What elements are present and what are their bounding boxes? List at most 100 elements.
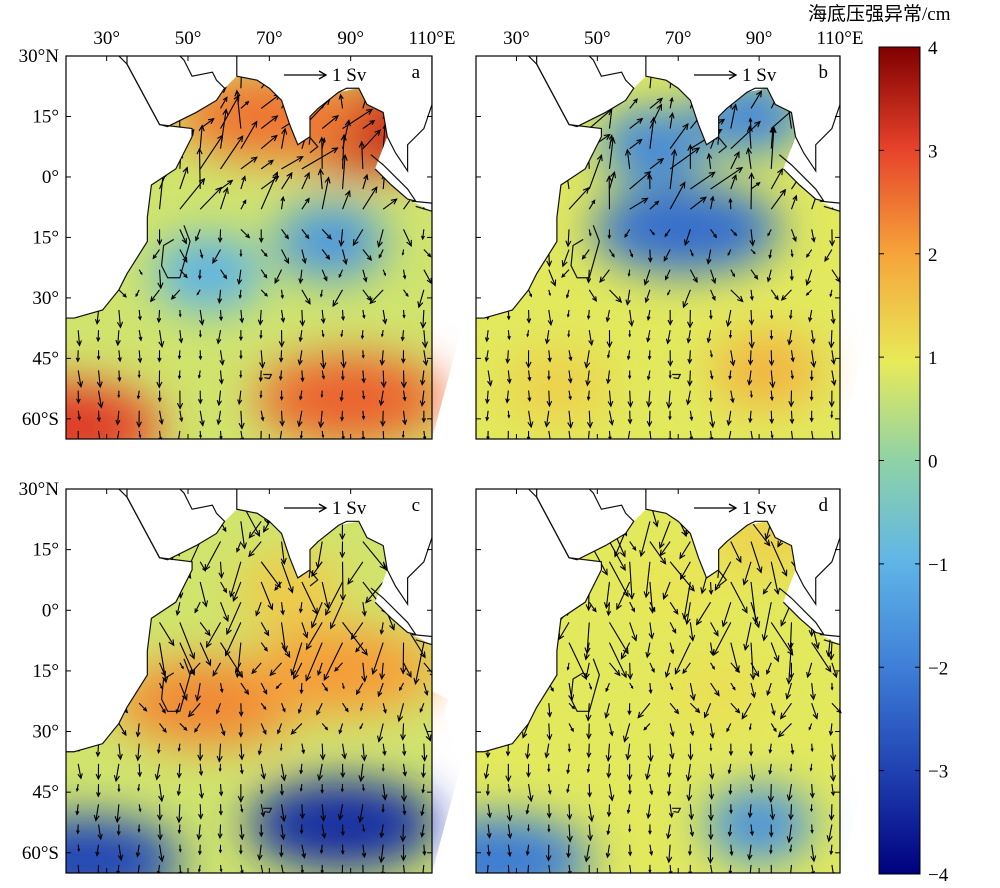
vector: [339, 723, 344, 734]
vector-head: [830, 791, 836, 797]
vector: [93, 509, 100, 524]
coastline-6: [819, 633, 840, 646]
vector-head: [338, 729, 343, 735]
vector-head: [75, 645, 82, 653]
vector: [300, 561, 303, 576]
coastline-2: [645, 56, 840, 173]
vector-head: [550, 279, 557, 287]
vector-head: [606, 772, 612, 779]
vector: [74, 168, 79, 210]
vector: [179, 76, 189, 89]
vector: [378, 229, 384, 247]
vector: [339, 804, 344, 820]
vector: [749, 864, 752, 873]
vector: [528, 410, 532, 428]
vector-head: [729, 809, 733, 815]
vector: [687, 330, 691, 343]
vector-head: [138, 434, 142, 439]
vector: [199, 187, 222, 210]
vector: [295, 541, 303, 561]
vector: [258, 844, 262, 860]
vector: [568, 187, 590, 210]
anomaly-core-2: [723, 98, 780, 135]
vector: [790, 370, 794, 379]
vector-head: [317, 670, 322, 677]
vector: [710, 97, 723, 109]
vector: [195, 229, 201, 241]
vector: [763, 602, 772, 641]
anomaly-core-3: [739, 352, 796, 389]
vector-head: [666, 856, 673, 864]
vector-head: [481, 510, 487, 518]
vector-head: [648, 632, 655, 640]
vector: [528, 622, 536, 639]
vector-head: [681, 612, 689, 621]
vector-head: [651, 668, 655, 673]
vector: [240, 228, 250, 238]
vector-head: [832, 76, 839, 77]
vector-head: [808, 630, 815, 637]
vector: [665, 269, 671, 280]
vector-head: [104, 126, 111, 134]
vector-head: [371, 186, 378, 194]
vector-head: [103, 79, 111, 87]
vector: [689, 622, 694, 641]
vector-head: [120, 543, 128, 551]
vector-head: [115, 276, 120, 282]
vector-head: [628, 334, 632, 338]
vector-head: [568, 396, 572, 401]
vector-head: [566, 667, 570, 671]
vector: [507, 97, 515, 129]
vector: [607, 763, 611, 778]
vector: [629, 844, 631, 856]
vector-head: [526, 279, 532, 286]
vector: [608, 864, 612, 873]
vector-head: [194, 728, 199, 733]
vector-head: [626, 355, 631, 361]
vector: [545, 410, 550, 427]
vector-head: [688, 584, 695, 592]
vector-head: [216, 338, 222, 345]
vector: [321, 723, 328, 730]
vector-head: [488, 540, 495, 548]
vector: [133, 642, 140, 653]
vector: [236, 642, 242, 678]
vector: [568, 350, 572, 361]
vector-head: [379, 359, 385, 366]
vector: [507, 131, 528, 170]
vector: [567, 229, 570, 247]
vector-head: [627, 790, 632, 795]
vector: [689, 430, 693, 439]
vector-head: [657, 158, 665, 165]
vector-head: [561, 273, 566, 278]
vector: [69, 662, 79, 672]
vector: [812, 58, 816, 68]
vector: [811, 114, 823, 129]
vector: [280, 622, 287, 652]
vector-head: [733, 665, 740, 673]
vector-head: [486, 136, 492, 142]
vector-head: [397, 715, 404, 723]
vector: [540, 662, 550, 674]
vector-head: [401, 569, 406, 575]
vector-head: [347, 577, 354, 585]
vector-head: [116, 831, 121, 836]
vector-head: [236, 278, 243, 286]
vector-head: [90, 535, 96, 543]
vector: [98, 541, 111, 558]
vector-head: [158, 340, 165, 348]
vector: [317, 662, 323, 676]
vector-head: [321, 334, 325, 338]
vector-head: [586, 315, 591, 320]
lon-tick-label: 50°: [584, 28, 611, 49]
vector-head: [841, 548, 848, 556]
vector: [682, 662, 691, 674]
vector-head: [401, 564, 408, 572]
vector-head: [238, 753, 245, 761]
vector-head: [299, 320, 306, 327]
vector-head: [239, 850, 243, 855]
vector: [730, 228, 737, 236]
vector: [301, 172, 310, 190]
vector-head: [546, 812, 552, 819]
vector-head: [768, 770, 773, 775]
